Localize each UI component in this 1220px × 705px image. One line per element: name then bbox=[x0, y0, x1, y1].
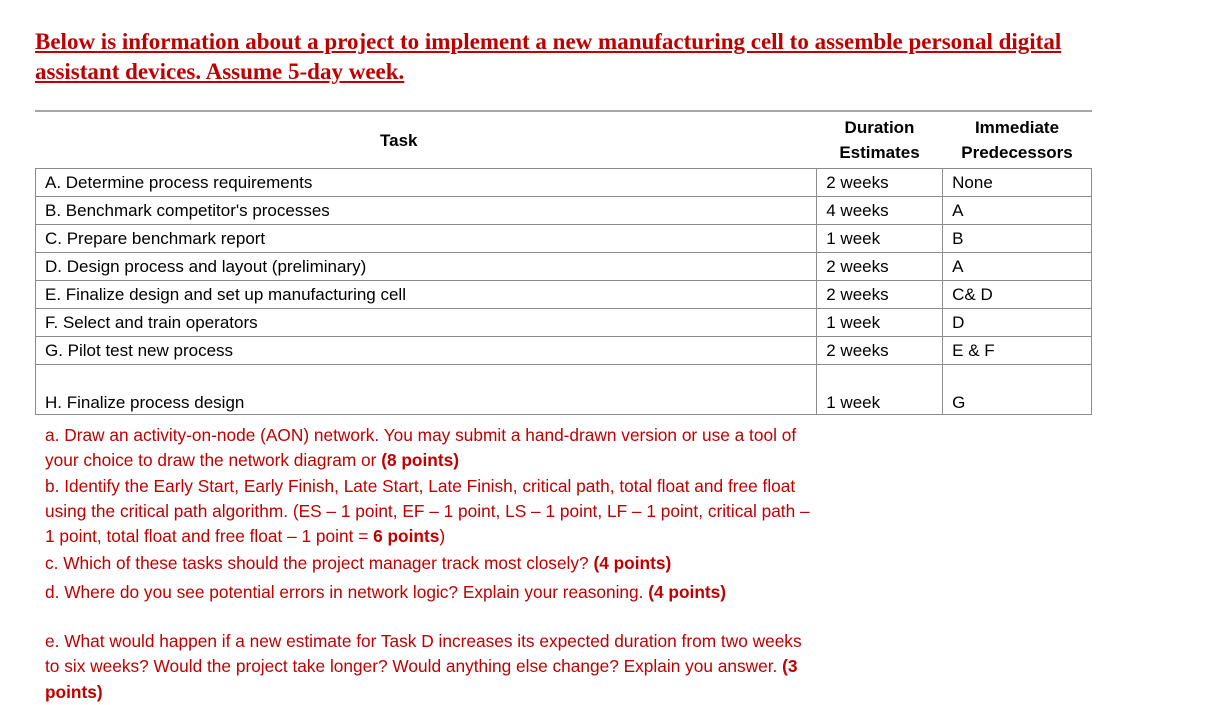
question-e: e. What would happen if a new estimate f… bbox=[45, 629, 815, 705]
predecessor-cell: D bbox=[942, 308, 1092, 337]
title-line-1: Below is information about a project to … bbox=[35, 29, 1062, 54]
predecessor-cell: A bbox=[942, 252, 1092, 281]
task-cell: D. Design process and layout (preliminar… bbox=[34, 252, 818, 281]
task-cell: C. Prepare benchmark report bbox=[34, 224, 818, 253]
header-duration-line1: Duration bbox=[844, 118, 915, 137]
table-row: C. Prepare benchmark report 1 week B bbox=[34, 224, 1092, 253]
duration-cell: 2 weeks bbox=[816, 280, 944, 309]
question-b-text: b. Identify the Early Start, Early Finis… bbox=[45, 475, 810, 547]
table-top-rule bbox=[35, 110, 1092, 112]
question-a-text: a. Draw an activity-on-node (AON) networ… bbox=[45, 425, 797, 471]
task-cell: G. Pilot test new process bbox=[34, 336, 818, 365]
duration-cell: 1 week bbox=[816, 224, 944, 253]
spacer bbox=[45, 605, 815, 629]
question-c-points: (4 points) bbox=[593, 553, 672, 574]
header-pred-line1: Immediate bbox=[974, 118, 1060, 137]
predecessor-cell: None bbox=[942, 168, 1092, 197]
table-row: E. Finalize design and set up manufactur… bbox=[34, 280, 1092, 309]
duration-cell: 2 weeks bbox=[816, 336, 944, 365]
table-row: A. Determine process requirements 2 weeks… bbox=[34, 168, 1092, 197]
header-predecessors: Immediate Predecessors bbox=[942, 115, 1092, 165]
table-row: F. Select and train operators 1 week D bbox=[34, 308, 1092, 337]
task-cell: F. Select and train operators bbox=[34, 308, 818, 337]
question-a-points: (8 points) bbox=[381, 450, 459, 471]
question-d-points: (4 points) bbox=[648, 581, 727, 602]
question-e-text: e. What would happen if a new estimate f… bbox=[45, 631, 802, 677]
duration-cell: 2 weeks bbox=[816, 252, 944, 281]
task-cell: A. Determine process requirements bbox=[34, 168, 818, 197]
questions: a. Draw an activity-on-node (AON) networ… bbox=[45, 423, 815, 705]
task-cell: H. Finalize process design bbox=[34, 364, 818, 415]
header-task: Task bbox=[380, 131, 418, 150]
predecessor-cell: A bbox=[942, 196, 1092, 225]
task-cell: E. Finalize design and set up manufactur… bbox=[34, 280, 818, 309]
duration-cell: 1 week bbox=[816, 364, 944, 415]
question-b-points: 6 points bbox=[373, 526, 440, 547]
predecessor-cell: C& D bbox=[942, 280, 1092, 309]
predecessor-cell: E & F bbox=[942, 336, 1092, 365]
table-row: D. Design process and layout (preliminar… bbox=[34, 252, 1092, 281]
task-table: A. Determine process requirements 2 weeks… bbox=[34, 168, 1092, 415]
table-row: B. Benchmark competitor's processes 4 wee… bbox=[34, 196, 1092, 225]
question-c: c. Which of these tasks should the proje… bbox=[45, 551, 815, 576]
question-b: b. Identify the Early Start, Early Finis… bbox=[45, 474, 815, 550]
task-cell: B. Benchmark competitor's processes bbox=[34, 196, 818, 225]
title-line-2: assistant devices. Assume 5-day week. bbox=[35, 59, 405, 84]
duration-cell: 2 weeks bbox=[816, 168, 944, 197]
page-title: Below is information about a project to … bbox=[35, 27, 1215, 87]
table-row: G. Pilot test new process 2 weeks E & F bbox=[34, 336, 1092, 365]
header-pred-line2: Predecessors bbox=[961, 143, 1073, 162]
header-duration-line2: Estimates bbox=[839, 143, 920, 162]
predecessor-cell: G bbox=[942, 364, 1092, 415]
question-e-points: (3 points) bbox=[45, 656, 798, 702]
question-b-tail: ) bbox=[439, 526, 446, 547]
question-d-text: d. Where do you see potential errors in … bbox=[45, 581, 649, 602]
header-duration: Duration Estimates bbox=[817, 115, 942, 165]
question-d: d. Where do you see potential errors in … bbox=[45, 580, 815, 605]
duration-cell: 1 week bbox=[816, 308, 944, 337]
duration-cell: 4 weeks bbox=[816, 196, 944, 225]
question-c-text: c. Which of these tasks should the proje… bbox=[45, 553, 594, 574]
question-a: a. Draw an activity-on-node (AON) networ… bbox=[45, 423, 815, 474]
predecessor-cell: B bbox=[942, 224, 1092, 253]
table-row: H. Finalize process design 1 week G bbox=[34, 364, 1092, 415]
